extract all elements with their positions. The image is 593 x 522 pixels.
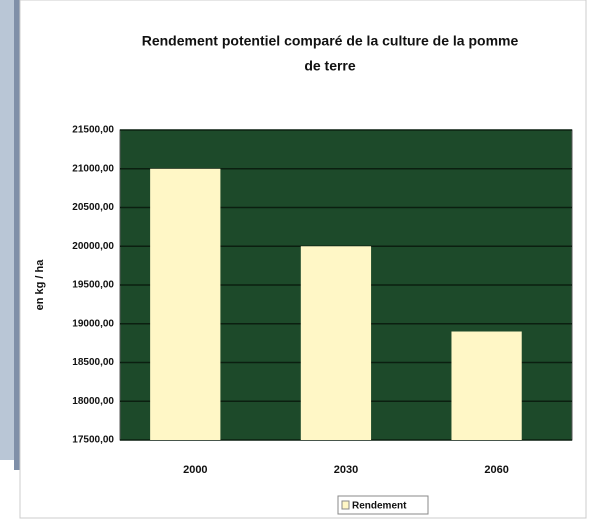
panel <box>19 0 587 519</box>
y-tick-label: 21000,00 <box>72 163 114 174</box>
side-strip <box>0 0 14 460</box>
legend-swatch <box>341 500 350 510</box>
bar <box>451 331 522 440</box>
x-tick-label: 2000 <box>183 464 207 476</box>
y-tick-label: 18500,00 <box>72 357 114 368</box>
x-tick-label: 2030 <box>334 464 358 476</box>
y-axis-label: en kg / ha <box>34 259 46 311</box>
side-border <box>14 0 20 470</box>
chart-title: Rendement potentiel comparé de la cultur… <box>142 33 519 49</box>
bar <box>150 168 221 440</box>
y-tick-label: 19500,00 <box>72 280 114 291</box>
y-tick-label: 17500,00 <box>72 435 114 446</box>
y-tick-label: 18000,00 <box>72 396 114 407</box>
y-tick-label: 20000,00 <box>72 241 114 252</box>
y-tick-label: 20500,00 <box>72 202 114 213</box>
y-tick-label: 19000,00 <box>72 318 114 329</box>
bar <box>300 246 372 440</box>
legend-box <box>337 495 429 515</box>
chart-title: de terre <box>304 58 356 74</box>
x-tick-label: 2060 <box>484 464 508 476</box>
legend-label: Rendement <box>352 501 407 512</box>
y-tick-label: 21500,00 <box>72 125 114 136</box>
